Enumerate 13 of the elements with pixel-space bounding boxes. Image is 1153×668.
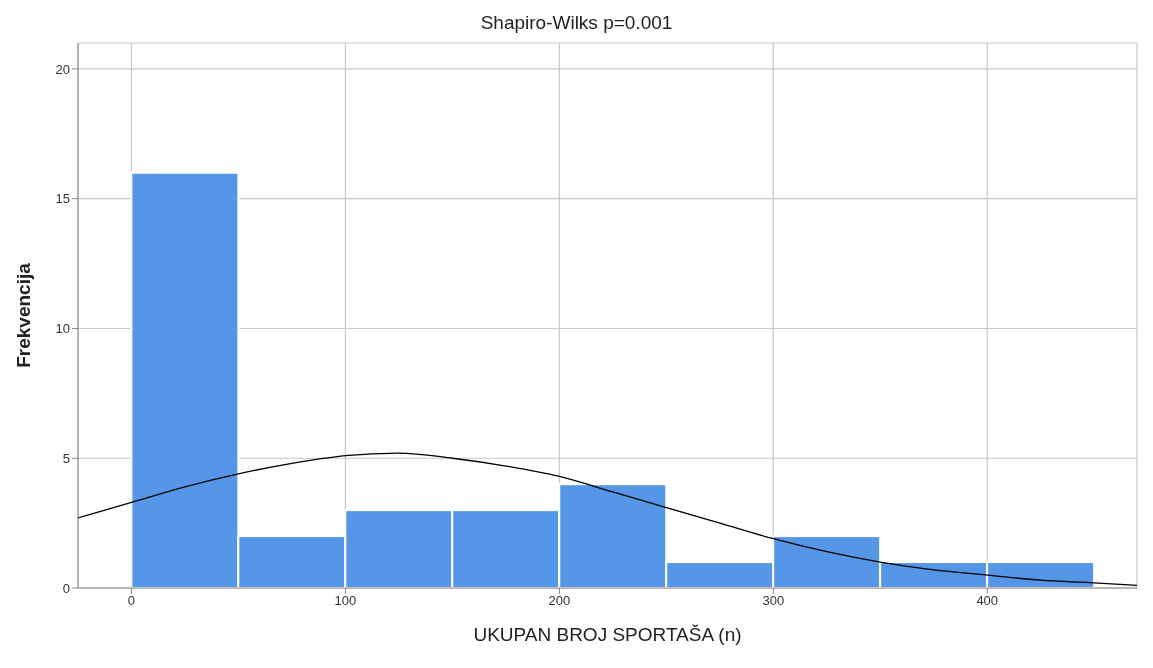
x-tick-label: 300 [762,593,785,609]
y-tick-label: 0 [62,580,70,596]
x-tick-label: 400 [976,593,999,609]
x-axis-title: UKUPAN BROJ SPORTAŠA (n) [473,624,742,645]
y-tick-label: 15 [55,191,70,207]
y-axis-title: Frekvencija [12,262,34,368]
y-tick-label: 10 [55,321,70,337]
x-tick-label: 200 [548,593,571,609]
chart-title: Shapiro-Wilks p=0.001 [479,11,674,35]
y-tick-label: 5 [62,450,70,466]
y-tick-label: 20 [55,61,70,77]
x-tick-label: 100 [334,593,357,609]
x-tick-label: 0 [127,593,136,609]
